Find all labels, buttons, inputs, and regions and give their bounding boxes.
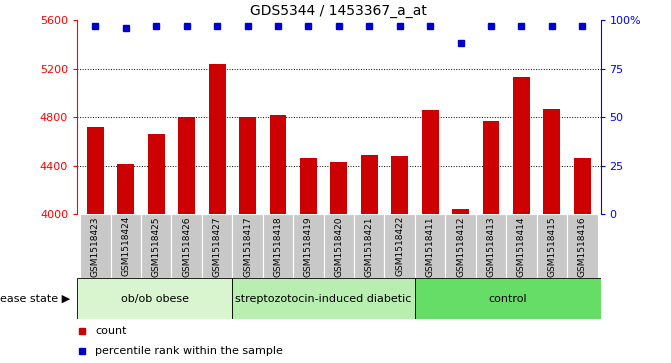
Bar xyxy=(232,214,263,278)
Bar xyxy=(506,214,537,278)
Bar xyxy=(482,121,499,214)
Text: GSM1518427: GSM1518427 xyxy=(213,216,221,277)
Bar xyxy=(293,214,323,278)
Text: GSM1518426: GSM1518426 xyxy=(183,216,191,277)
Text: GSM1518420: GSM1518420 xyxy=(334,216,344,277)
Bar xyxy=(87,127,104,214)
Text: GSM1518424: GSM1518424 xyxy=(121,216,130,277)
Bar xyxy=(172,214,202,278)
Text: GSM1518414: GSM1518414 xyxy=(517,216,526,277)
Bar xyxy=(263,214,293,278)
Text: GSM1518412: GSM1518412 xyxy=(456,216,465,277)
Bar xyxy=(476,214,506,278)
Bar xyxy=(111,214,141,278)
Bar xyxy=(270,115,287,214)
Bar xyxy=(117,164,134,214)
Bar xyxy=(544,109,560,214)
Text: GSM1518425: GSM1518425 xyxy=(152,216,161,277)
Text: GSM1518421: GSM1518421 xyxy=(365,216,374,277)
Text: GSM1518416: GSM1518416 xyxy=(578,216,586,277)
Text: disease state ▶: disease state ▶ xyxy=(0,294,70,303)
Bar xyxy=(148,134,164,214)
Text: control: control xyxy=(488,294,527,303)
Bar xyxy=(354,214,384,278)
Bar xyxy=(202,214,232,278)
Bar xyxy=(567,214,597,278)
Bar xyxy=(209,64,225,214)
Bar xyxy=(361,155,378,214)
Text: GSM1518419: GSM1518419 xyxy=(304,216,313,277)
Text: GSM1518418: GSM1518418 xyxy=(274,216,282,277)
Bar xyxy=(415,278,601,319)
Bar xyxy=(232,278,415,319)
Text: GSM1518422: GSM1518422 xyxy=(395,216,404,277)
Text: GSM1518423: GSM1518423 xyxy=(91,216,100,277)
Bar xyxy=(323,214,354,278)
Text: GSM1518415: GSM1518415 xyxy=(548,216,556,277)
Bar xyxy=(384,214,415,278)
Bar xyxy=(391,156,408,214)
Bar xyxy=(446,214,476,278)
Bar xyxy=(300,158,317,214)
Text: GSM1518417: GSM1518417 xyxy=(243,216,252,277)
Bar xyxy=(77,278,232,319)
Bar xyxy=(415,214,446,278)
Bar xyxy=(513,77,530,214)
Text: streptozotocin-induced diabetic: streptozotocin-induced diabetic xyxy=(236,294,412,303)
Text: count: count xyxy=(95,326,127,336)
Text: GSM1518413: GSM1518413 xyxy=(486,216,495,277)
Text: GSM1518411: GSM1518411 xyxy=(425,216,435,277)
Title: GDS5344 / 1453367_a_at: GDS5344 / 1453367_a_at xyxy=(250,4,427,17)
Bar xyxy=(178,117,195,214)
Bar xyxy=(537,214,567,278)
Bar xyxy=(331,162,347,214)
Bar xyxy=(422,110,439,214)
Text: ob/ob obese: ob/ob obese xyxy=(121,294,189,303)
Text: percentile rank within the sample: percentile rank within the sample xyxy=(95,346,283,356)
Bar xyxy=(574,158,590,214)
Bar xyxy=(239,117,256,214)
Bar xyxy=(452,209,469,214)
Bar xyxy=(81,214,111,278)
Bar xyxy=(141,214,172,278)
